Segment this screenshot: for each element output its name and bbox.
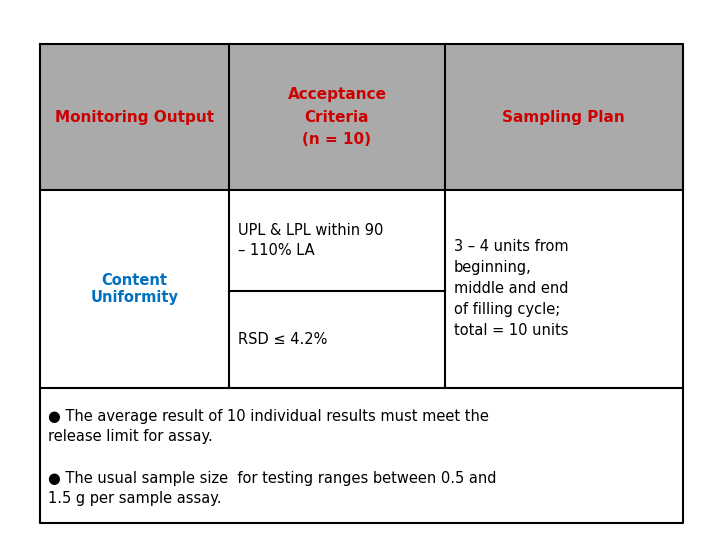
Text: UPL & LPL within 90
– 110% LA: UPL & LPL within 90 – 110% LA <box>238 223 383 258</box>
Text: ● The average result of 10 individual results must meet the
release limit for as: ● The average result of 10 individual re… <box>48 409 489 444</box>
Text: Monitoring Output: Monitoring Output <box>55 110 214 125</box>
Text: 3 – 4 units from
beginning,
middle and end
of filling cycle;
total = 10 units: 3 – 4 units from beginning, middle and e… <box>454 239 568 339</box>
Text: Acceptance
Criteria
(n = 10): Acceptance Criteria (n = 10) <box>287 87 387 147</box>
Bar <box>40 44 683 190</box>
Text: RSD ≤ 4.2%: RSD ≤ 4.2% <box>238 332 327 347</box>
Text: Sampling Plan: Sampling Plan <box>503 110 625 125</box>
Bar <box>40 388 683 523</box>
Bar <box>40 190 683 388</box>
Text: ● The usual sample size  for testing ranges between 0.5 and
1.5 g per sample ass: ● The usual sample size for testing rang… <box>48 471 497 506</box>
Text: Content
Uniformity: Content Uniformity <box>90 273 179 305</box>
